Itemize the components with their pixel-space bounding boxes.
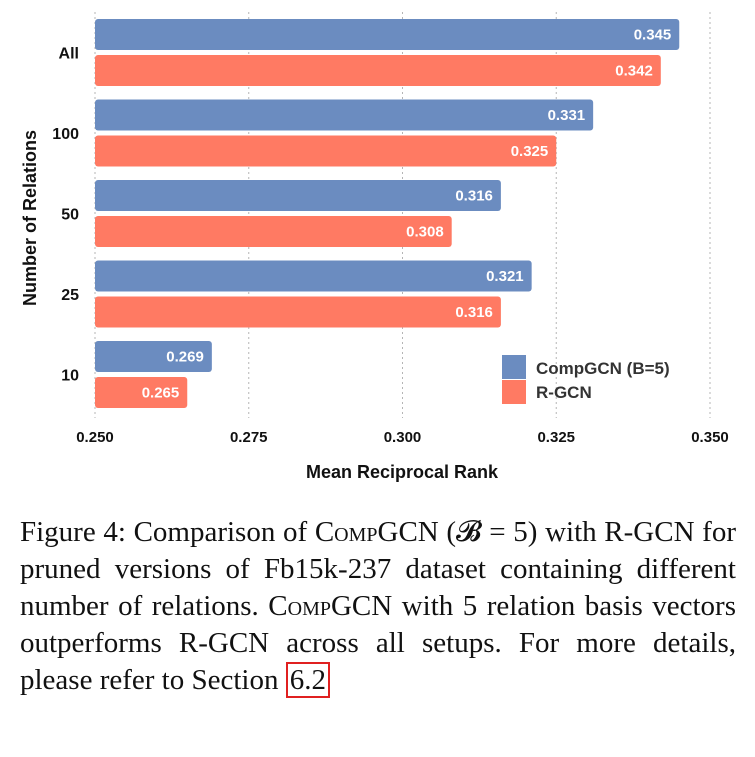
legend-swatch-rgcn [502,380,526,404]
y-category-label: 50 [61,207,79,224]
caption-model-name-1: CompGCN [314,516,439,548]
bar-value-label: 0.321 [486,268,524,285]
bar-value-label: 0.316 [455,188,493,205]
x-tick-label: 0.250 [76,429,114,446]
bar-compgcn [95,19,680,50]
caption-text-3: with 5 relation basis vectors outperform… [20,590,736,696]
y-axis-title: Number of Relations [20,130,40,306]
x-tick-label: 0.325 [537,429,575,446]
bar-rgcn [95,55,661,86]
bar-compgcn [95,341,212,372]
x-tick-label: 0.275 [230,429,268,446]
bar-value-label: 0.331 [548,107,586,124]
legend: CompGCN (B=5) R-GCN [502,355,670,404]
bar-rgcn [95,296,501,328]
figure-caption: Figure 4: Comparison of CompGCN (𝓑 = 5) … [20,514,736,699]
caption-model-name-2: CompGCN [268,590,393,622]
legend-label-rgcn: R-GCN [536,383,592,402]
bar-value-label: 0.316 [455,304,493,321]
bar-value-label: 0.269 [166,349,204,366]
section-reference-link[interactable]: 6.2 [285,662,330,698]
bar-value-label: 0.325 [511,143,549,160]
bar-value-label: 0.265 [142,385,180,402]
bar-compgcn [95,180,501,211]
x-tick-label: 0.350 [691,429,729,446]
y-category-label: 100 [52,126,79,143]
x-axis-title: Mean Reciprocal Rank [306,462,499,482]
bar-compgcn [95,99,594,131]
y-category-label: 25 [61,287,79,304]
caption-text-1: Comparison of [125,516,315,548]
bar-rgcn [95,216,452,247]
y-category-label: 10 [61,368,79,385]
legend-label-compgcn: CompGCN (B=5) [536,359,670,378]
bar-rgcn [95,135,557,167]
bar-value-label: 0.345 [634,27,672,44]
caption-text-2: (𝓑 = 5) with R-GCN for pruned versions o… [20,516,736,622]
bar-compgcn [95,260,532,292]
y-category-labels: All 100 50 25 10 [52,46,79,385]
bar-value-label: 0.308 [406,224,444,241]
y-category-label: All [59,46,79,63]
bar-value-label: 0.342 [615,63,653,80]
bar-chart: 0.345 0.342 0.331 0.325 0.316 0.308 0.321 0.316… [20,12,729,482]
bars: 0.345 0.342 0.331 0.325 0.316 0.308 0.321 0.316… [95,19,680,408]
x-tick-labels: 0.250 0.275 0.300 0.325 0.350 [76,429,729,446]
figure-label: Figure 4: [20,516,126,548]
x-tick-label: 0.300 [384,429,422,446]
bar-rgcn [95,377,188,408]
legend-swatch-compgcn [502,355,526,379]
